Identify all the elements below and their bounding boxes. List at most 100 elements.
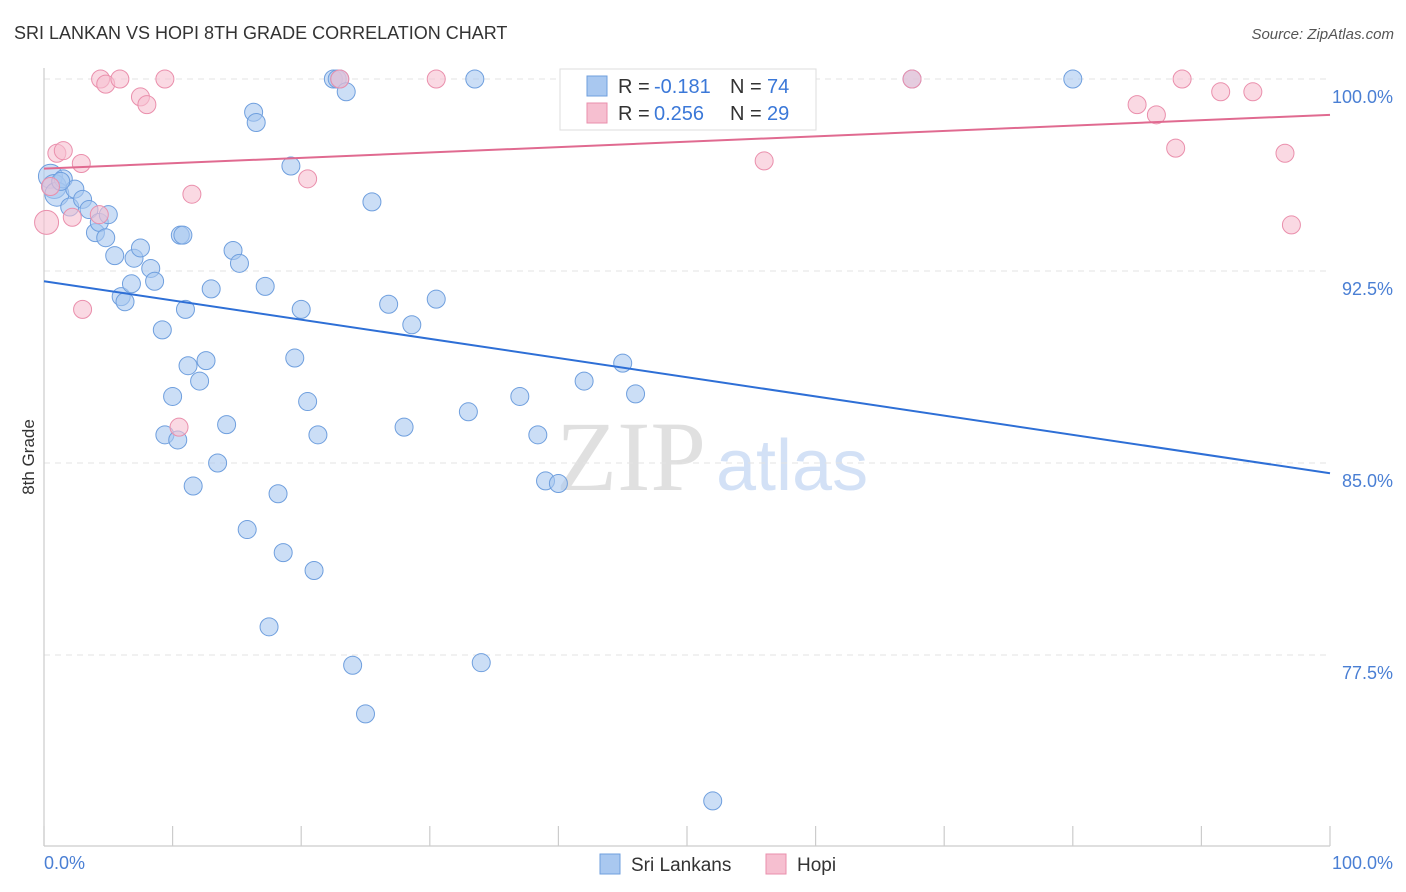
y-tick-label-0: 100.0% [1332, 87, 1393, 107]
sri-lankans-point [130, 238, 150, 258]
sri-lankans-point [237, 520, 257, 540]
hopi-point [1281, 215, 1301, 235]
hopi-point [1243, 82, 1263, 102]
sri-lankans-point [343, 655, 363, 675]
sri-lankans-point [465, 69, 485, 89]
y-tick-label-3: 77.5% [1342, 663, 1393, 683]
sri-lankans-point [96, 228, 116, 248]
sri-lankans-trend-line [43, 280, 1331, 475]
sri-lankans-point [229, 253, 249, 273]
sri-lankans-point [379, 294, 399, 314]
hopi-point [1172, 69, 1192, 89]
y-axis-label: 8th Grade [19, 419, 38, 495]
hopi-point [754, 151, 774, 171]
sri-lankans-point [152, 320, 172, 340]
y-tick-labels: 100.0% 92.5% 85.0% 77.5% [1332, 87, 1393, 683]
hopi-point [73, 299, 93, 319]
sri-lankans-point [201, 279, 221, 299]
series-sri-lankans-points [37, 69, 1083, 811]
sri-lankans-point [196, 351, 216, 371]
sri-lankans-point [121, 274, 141, 294]
legend-swatch-sri-lankans [586, 75, 608, 97]
sri-lankans-point [255, 276, 275, 296]
sri-lankans-point [281, 156, 301, 176]
hopi-point [902, 69, 922, 89]
sri-lankans-point [362, 192, 382, 212]
sri-lankans-point [1063, 69, 1083, 89]
hopi-point [155, 69, 175, 89]
y-tick-label-1: 92.5% [1342, 279, 1393, 299]
legend-r-value-2: 0.256 [654, 103, 704, 125]
x-tick-label-min: 0.0% [44, 853, 85, 873]
sri-lankans-point [217, 415, 237, 435]
hopi-point [426, 69, 446, 89]
watermark-zip: ZIP [556, 401, 706, 512]
sri-lankans-point [510, 386, 530, 406]
sri-lankans-point [426, 289, 446, 309]
legend-n-value-2: 29 [767, 103, 789, 125]
hopi-point [182, 184, 202, 204]
hopi-point [1166, 138, 1186, 158]
hopi-point [40, 177, 60, 197]
points-layer [34, 69, 1301, 811]
hopi-point [137, 95, 157, 115]
sri-lankans-point [259, 617, 279, 637]
hopi-point [1275, 143, 1295, 163]
bottom-legend-swatch-hopi [765, 853, 787, 875]
sri-lankans-point [394, 417, 414, 437]
sri-lankans-point [183, 476, 203, 496]
sri-lankans-point [175, 299, 195, 319]
series-hopi-points [34, 69, 1301, 437]
hopi-point [1146, 105, 1166, 125]
hopi-point [89, 205, 109, 225]
sri-lankans-point [208, 453, 228, 473]
sri-lankans-point [298, 392, 318, 412]
legend-r-label-2: R = [618, 103, 650, 125]
hopi-trend-line [43, 113, 1331, 170]
legend-swatch-hopi [586, 102, 608, 124]
watermark-atlas: atlas [716, 426, 868, 506]
sri-lankans-point [273, 543, 293, 563]
legend-n-value-1: 74 [767, 76, 789, 98]
sri-lankans-point [626, 384, 646, 404]
hopi-point [110, 69, 130, 89]
hopi-point [169, 417, 189, 437]
sri-lankans-point [173, 225, 193, 245]
sri-lankans-point [574, 371, 594, 391]
gridlines [44, 78, 1330, 656]
hopi-point [71, 153, 91, 173]
sri-lankans-point [246, 113, 266, 133]
trend-layer [43, 113, 1331, 475]
sri-lankans-point [471, 653, 491, 673]
sri-lankans-point [291, 299, 311, 319]
hopi-point [34, 209, 60, 235]
hopi-point [1127, 95, 1147, 115]
watermark: ZIP atlas [556, 401, 868, 512]
x-tick-label-max: 100.0% [1332, 853, 1393, 873]
sri-lankans-point [115, 292, 135, 312]
sri-lankans-point [304, 561, 324, 581]
legend-r-label-1: R = [618, 76, 650, 98]
sri-lankans-point [308, 425, 328, 445]
sri-lankans-point [548, 473, 568, 493]
hopi-point [53, 141, 73, 161]
hopi-point [298, 169, 318, 189]
sri-lankans-point [402, 315, 422, 335]
sri-lankans-point [356, 704, 375, 724]
hopi-point [62, 207, 82, 227]
hopi-point [330, 69, 350, 89]
y-tick-label-2: 85.0% [1342, 471, 1393, 491]
sri-lankans-point [105, 246, 125, 266]
bottom-legend-swatch-sri-lankans [599, 853, 621, 875]
sri-lankans-point [268, 484, 288, 504]
sri-lankans-point [190, 371, 210, 391]
sri-lankans-point [703, 791, 723, 811]
legend-r-value-1: -0.181 [654, 76, 711, 98]
chart-title: SRI LANKAN VS HOPI 8TH GRADE CORRELATION… [14, 23, 507, 43]
bottom-legend-label-sri-lankans: Sri Lankans [631, 855, 731, 876]
legend-n-label-2: N = [730, 103, 762, 125]
bottom-legend-label-hopi: Hopi [797, 855, 836, 876]
legend-n-label-1: N = [730, 76, 762, 98]
sri-lankans-point [458, 402, 478, 422]
stats-legend: R = -0.181 N = 74 R = 0.256 N = 29 [559, 68, 817, 131]
